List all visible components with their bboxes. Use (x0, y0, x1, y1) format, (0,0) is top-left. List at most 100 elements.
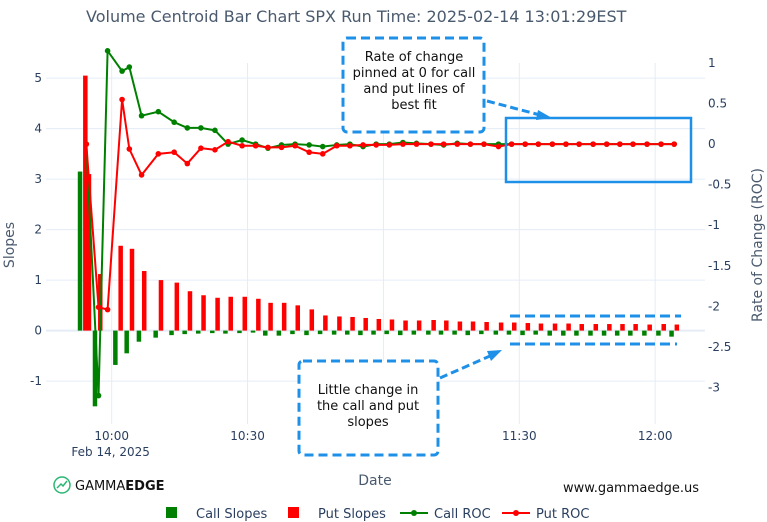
logo-text-light: GAMMA (75, 479, 125, 494)
put-slope-bar (416, 320, 422, 331)
put-slope-bar (538, 323, 544, 331)
put-slope-bar (376, 318, 382, 331)
put-roc-point (171, 149, 177, 156)
put-slope-bar (201, 295, 206, 331)
legend-marker (513, 510, 519, 516)
logo-text-bold: EDGE (125, 479, 164, 494)
call-slope-bar (182, 330, 187, 335)
put-roc-point (119, 96, 125, 103)
put-slope-bar (309, 309, 315, 331)
put-roc-point (495, 143, 502, 150)
call-slope-bar (124, 330, 129, 354)
put-roc-point (467, 141, 474, 147)
legend-item[interactable]: Call Slopes (166, 507, 267, 522)
call-slope-bar (136, 330, 142, 342)
put-roc-point (549, 141, 556, 147)
call-slope-bar (561, 330, 566, 336)
call-slope-bar (398, 330, 403, 336)
website-label: www.gammaedge.us (563, 481, 699, 496)
annotation-roc-line: and put lines of (363, 82, 465, 97)
call-slope-bar (304, 330, 309, 336)
annotation-roc-arrow (486, 99, 541, 117)
legend-item[interactable]: Put ROC (502, 507, 589, 522)
call-slope-bar (656, 330, 661, 336)
call-slope-bar (210, 330, 215, 334)
gammaedge-logo-arrow-icon (56, 480, 68, 489)
put-roc-point (239, 142, 245, 149)
legend-item[interactable]: Call ROC (400, 507, 491, 522)
put-slope-bar (323, 315, 328, 331)
put-roc-point (671, 141, 678, 147)
call-slope-bar (669, 330, 674, 337)
call-roc-point (95, 392, 102, 399)
svg-text:GAMMAEDGE: GAMMAEDGE (75, 479, 165, 494)
call-slope-bar (601, 330, 607, 336)
put-roc-point (386, 142, 393, 148)
legend-item[interactable]: Put Slopes (288, 507, 386, 522)
legend: Call Slopes Put Slopes Call ROC Put ROC (166, 507, 589, 522)
put-roc-point (454, 141, 461, 147)
put-roc-point (522, 141, 528, 147)
put-slope-bar (118, 245, 123, 331)
annotation-roc-line: Rate of change (365, 50, 463, 65)
call-roc-point (155, 108, 162, 115)
put-roc-point (292, 142, 298, 149)
put-slope-bar (593, 324, 599, 331)
put-roc-point (347, 142, 353, 149)
put-roc-point (630, 141, 636, 147)
put-slope-bar (444, 320, 449, 331)
call-slope-bar (237, 330, 242, 334)
y-tick-label: 3 (34, 172, 42, 186)
put-roc-point (265, 144, 271, 151)
call-slope-bar (411, 330, 417, 335)
legend-label: Call Slopes (196, 507, 267, 522)
call-slope-bar (250, 330, 256, 333)
annotation-slopes-line: slopes (347, 415, 389, 430)
annotation-slopes-arrow (439, 354, 491, 380)
put-roc-point (306, 149, 312, 156)
legend-swatch (288, 507, 299, 518)
call-slope-bar (547, 330, 552, 336)
put-slope-bar (129, 248, 135, 331)
put-roc-point (563, 141, 569, 147)
y-tick-label: 4 (34, 122, 42, 136)
put-slope-bar (470, 321, 476, 331)
x-axis-title: Date (358, 473, 391, 489)
call-slope-bar (153, 330, 158, 338)
legend-label: Put Slopes (318, 507, 386, 522)
put-roc-point (603, 141, 610, 147)
y-tick-label: -1 (30, 374, 42, 388)
call-slope-bar (574, 330, 579, 336)
y2-tick-label: -2.5 (708, 340, 731, 354)
call-slope-bar (506, 330, 512, 335)
call-roc-point (104, 48, 111, 54)
call-slope-bar (438, 330, 444, 335)
y2-tick-label: 0.5 (708, 97, 727, 111)
put-roc-point (400, 141, 406, 147)
put-slope-bar (512, 322, 517, 331)
put-roc-point (508, 141, 515, 147)
put-slope-bar (174, 282, 180, 331)
put-roc-point (95, 304, 102, 310)
put-roc-point (658, 141, 664, 147)
put-roc-point (333, 142, 340, 149)
chart-title: Volume Centroid Bar Chart SPX Run Time: … (86, 7, 627, 26)
put-roc-point (428, 141, 434, 147)
put-roc-point (373, 142, 379, 148)
call-roc-point (212, 127, 218, 134)
y2-tick-label: -3 (708, 380, 720, 394)
put-roc-point (184, 160, 191, 167)
call-slope-bar (345, 330, 350, 335)
put-slope-bar (83, 75, 88, 331)
put-slope-bar (86, 174, 92, 331)
put-roc-point (590, 141, 596, 147)
call-slope-bar (276, 330, 282, 336)
y2-tick-label: -0.5 (708, 178, 731, 192)
put-slope-bar (256, 298, 261, 331)
put-slope-bar (281, 302, 287, 331)
gammaedge-logo: GAMMAEDGE (53, 476, 165, 494)
call-slope-bar (331, 330, 337, 335)
call-roc-point (319, 143, 326, 150)
call-roc-point (119, 68, 125, 74)
